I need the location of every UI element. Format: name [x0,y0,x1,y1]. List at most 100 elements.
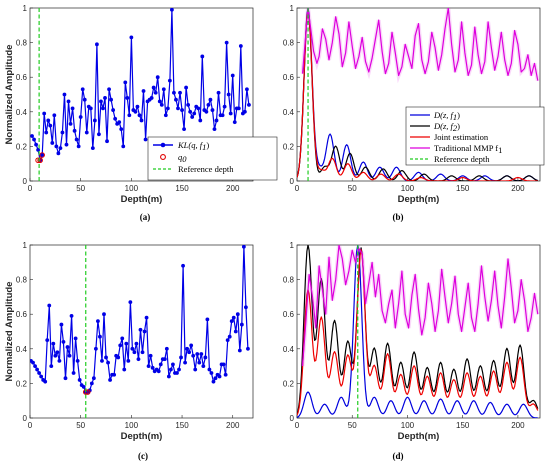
x-tick-label: 150 [456,184,470,193]
data-point [176,106,180,111]
data-point [210,108,215,112]
data-point [235,312,240,317]
data-point [67,353,72,358]
data-point [225,338,230,343]
data-point [109,97,113,102]
data-point [103,96,107,100]
data-point [52,113,57,118]
data-point [53,353,58,358]
data-point [184,85,189,90]
data-point [63,376,68,381]
data-point [90,146,95,151]
data-point [229,319,234,324]
data-point [150,365,155,370]
y-tick-label: 1 [290,4,295,13]
data-point [59,322,64,327]
data-point [224,40,229,45]
data-point [95,42,99,47]
x-tick-label: 0 [295,184,300,193]
q0-marker [39,152,45,158]
data-point [185,346,190,351]
data-point [116,355,121,360]
data-point [139,118,144,123]
x-tick-label: 50 [348,184,357,193]
x-tick-label: 0 [295,421,300,430]
y-tick-label: 1 [290,241,295,250]
data-point [216,90,221,95]
data-point [205,317,210,322]
data-point [34,142,38,147]
data-point [88,106,93,111]
x-tick-label: 200 [511,421,525,430]
series-line-joint-estimation [297,9,538,181]
data-point [230,73,235,78]
x-tick-label: 100 [401,184,415,193]
legend-b-box [405,106,545,166]
data-point [97,132,101,137]
data-point [172,90,176,95]
data-point [55,350,60,355]
data-point [186,102,191,107]
data-point [129,35,134,40]
y-tick-label: 0.6 [16,310,28,319]
x-tick-label: 200 [226,421,240,430]
data-point [36,147,41,152]
series-line-joint-estimation [297,249,539,416]
x-tick-label: 50 [348,421,357,430]
data-point [61,339,66,344]
data-point [108,378,112,382]
y-tick-label: 0.8 [283,39,295,48]
x-tick-label: 200 [226,184,240,193]
data-point [37,371,42,375]
x-tick-label: 100 [401,421,415,430]
y-tick-label: 0.8 [16,39,28,48]
legend-b-joint-label: Joint estimation [434,132,489,142]
data-point [196,106,201,111]
series-line-traditional-mmp-f1 [301,8,539,81]
data-point [166,374,171,379]
data-point [177,367,181,372]
data-point [99,99,103,104]
data-point [236,106,241,111]
data-point [122,367,127,372]
data-point [32,137,36,142]
data-point [146,364,151,368]
y-tick-label: 0.6 [283,310,295,319]
data-point [237,348,242,353]
caption-b: (b) [393,212,404,222]
data-point [164,346,169,351]
data-point [31,360,35,365]
data-point [148,353,153,358]
data-point [155,75,160,80]
data-point [132,350,137,355]
data-point [70,106,75,111]
legend-a: KL(q, f1) q0 Reference depth [147,136,278,181]
data-point [49,364,54,368]
data-point [193,367,198,372]
data-point [134,341,139,346]
data-point [40,153,45,157]
x-tick-label: 50 [76,184,85,193]
data-point [68,122,73,126]
y-tick-label: 0.6 [283,73,295,82]
series-line-d-z-f1 [297,245,538,418]
x-tick-label: 150 [175,184,189,193]
data-point [209,371,214,375]
data-point [66,99,71,104]
legend-a-kl-label: KL(q, f1) [177,140,209,152]
data-point [188,109,193,114]
data-point [71,371,76,375]
data-point [217,374,222,379]
plot-area-c [29,244,254,419]
data-point [92,118,97,123]
data-point [241,245,246,249]
data-point [181,263,185,268]
series-group-c [30,245,250,418]
data-point [33,364,37,368]
data-point [200,54,205,59]
data-point [118,343,123,348]
data-point [136,357,141,362]
data-point [233,329,238,334]
data-point [206,102,211,107]
data-point [56,151,61,156]
